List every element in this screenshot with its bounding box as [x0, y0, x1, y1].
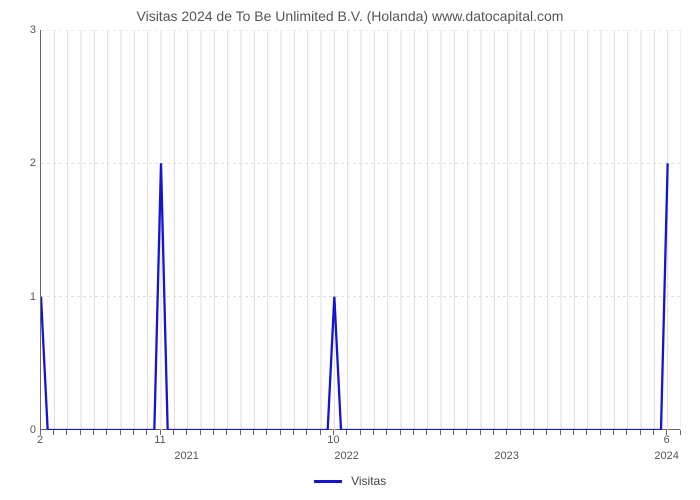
- chart-svg: [41, 30, 681, 430]
- xtick-mark: [306, 430, 307, 435]
- chart-title: Visitas 2024 de To Be Unlimited B.V. (Ho…: [0, 8, 700, 24]
- xtick-mark: [120, 430, 121, 435]
- xtick-mark: [640, 430, 641, 435]
- ytick-label: 0: [6, 424, 36, 436]
- xtick-mark: [386, 430, 387, 435]
- xtick-mark: [213, 430, 214, 435]
- xtick-mark: [200, 430, 201, 435]
- xtick-mark: [573, 430, 574, 435]
- xtick-mark: [373, 430, 374, 435]
- visits-line-chart: Visitas 2024 de To Be Unlimited B.V. (Ho…: [0, 0, 700, 500]
- xtick-mark: [533, 430, 534, 435]
- xtick-mark: [520, 430, 521, 435]
- xtick-mark: [493, 430, 494, 435]
- xtick-mark: [320, 430, 321, 435]
- x-year-label: 2023: [494, 450, 518, 462]
- xtick-mark: [400, 430, 401, 435]
- plot-area: [40, 30, 680, 430]
- xtick-mark: [560, 430, 561, 435]
- legend-label: Visitas: [351, 474, 386, 488]
- xtick-mark: [346, 430, 347, 435]
- xtick-mark: [586, 430, 587, 435]
- x-year-label: 2022: [334, 450, 358, 462]
- xtick-mark: [653, 430, 654, 435]
- xtick-label: 11: [154, 434, 165, 446]
- xtick-mark: [66, 430, 67, 435]
- legend: Visitas: [0, 474, 700, 488]
- xtick-mark: [333, 430, 334, 435]
- xtick-mark: [600, 430, 601, 435]
- xtick-mark: [133, 430, 134, 435]
- xtick-mark: [360, 430, 361, 435]
- xtick-mark: [53, 430, 54, 435]
- xtick-mark: [293, 430, 294, 435]
- xtick-mark: [253, 430, 254, 435]
- xtick-mark: [80, 430, 81, 435]
- xtick-mark: [453, 430, 454, 435]
- xtick-mark: [426, 430, 427, 435]
- xtick-mark: [106, 430, 107, 435]
- xtick-mark: [240, 430, 241, 435]
- xtick-mark: [266, 430, 267, 435]
- xtick-mark: [186, 430, 187, 435]
- ytick-label: 1: [6, 291, 36, 303]
- ytick-label: 3: [6, 24, 36, 36]
- xtick-mark: [146, 430, 147, 435]
- xtick-mark: [280, 430, 281, 435]
- xtick-label: 2: [37, 434, 43, 446]
- xtick-mark: [440, 430, 441, 435]
- xtick-mark: [466, 430, 467, 435]
- x-year-label: 2024: [654, 450, 678, 462]
- xtick-mark: [226, 430, 227, 435]
- x-year-label: 2021: [174, 450, 198, 462]
- xtick-mark: [160, 430, 161, 435]
- xtick-mark: [546, 430, 547, 435]
- xtick-mark: [93, 430, 94, 435]
- xtick-mark: [626, 430, 627, 435]
- xtick-mark: [40, 430, 41, 435]
- xtick-mark: [480, 430, 481, 435]
- xtick-mark: [506, 430, 507, 435]
- xtick-mark: [680, 430, 681, 435]
- xtick-mark: [666, 430, 667, 435]
- ytick-label: 2: [6, 157, 36, 169]
- xtick-mark: [173, 430, 174, 435]
- xtick-mark: [613, 430, 614, 435]
- xtick-mark: [413, 430, 414, 435]
- xtick-label: 10: [327, 434, 339, 446]
- legend-swatch: [314, 480, 342, 483]
- grid: [41, 30, 681, 430]
- xtick-label: 6: [664, 434, 670, 446]
